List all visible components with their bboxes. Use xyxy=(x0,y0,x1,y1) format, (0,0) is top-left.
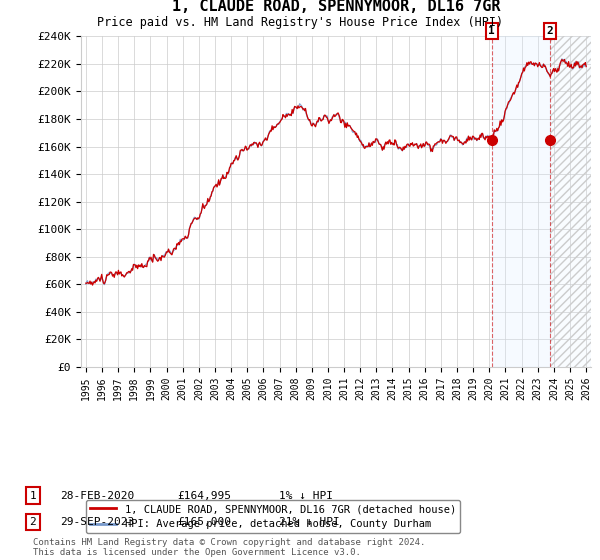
Text: 21% ↓ HPI: 21% ↓ HPI xyxy=(279,517,340,527)
Text: 29-SEP-2023: 29-SEP-2023 xyxy=(60,517,134,527)
Title: 1, CLAUDE ROAD, SPENNYMOOR, DL16 7GR: 1, CLAUDE ROAD, SPENNYMOOR, DL16 7GR xyxy=(172,0,500,15)
Text: 28-FEB-2020: 28-FEB-2020 xyxy=(60,491,134,501)
Text: 1: 1 xyxy=(29,491,37,501)
Bar xyxy=(550,36,591,367)
Text: 1: 1 xyxy=(488,26,495,36)
Text: 2: 2 xyxy=(29,517,37,527)
Text: 2: 2 xyxy=(547,26,553,36)
Text: Price paid vs. HM Land Registry's House Price Index (HPI): Price paid vs. HM Land Registry's House … xyxy=(97,16,503,29)
Text: Contains HM Land Registry data © Crown copyright and database right 2024.
This d: Contains HM Land Registry data © Crown c… xyxy=(33,538,425,557)
Text: £164,995: £164,995 xyxy=(177,491,231,501)
Bar xyxy=(492,36,550,367)
Text: 1% ↓ HPI: 1% ↓ HPI xyxy=(279,491,333,501)
Text: £165,000: £165,000 xyxy=(177,517,231,527)
Bar xyxy=(550,36,591,367)
Legend: 1, CLAUDE ROAD, SPENNYMOOR, DL16 7GR (detached house), HPI: Average price, detac: 1, CLAUDE ROAD, SPENNYMOOR, DL16 7GR (de… xyxy=(86,500,460,533)
